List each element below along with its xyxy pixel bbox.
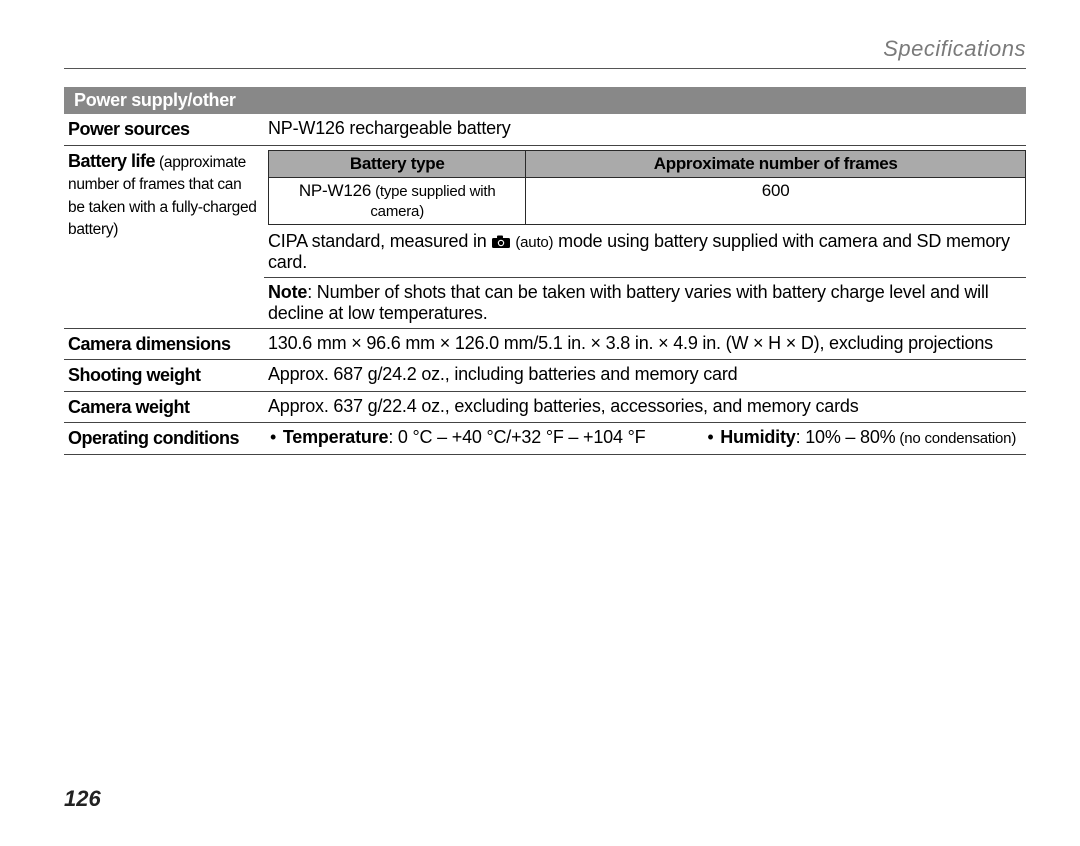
camera-icon bbox=[491, 233, 511, 247]
row-value: 130.6 mm × 96.6 mm × 126.0 mm/5.1 in. × … bbox=[264, 328, 1026, 360]
temperature-label: Temperature bbox=[283, 427, 389, 447]
row-label: Camera dimensions bbox=[64, 328, 264, 360]
table-row: Battery life (approximate number of fram… bbox=[64, 145, 1026, 227]
table-row: Shooting weight Approx. 687 g/24.2 oz., … bbox=[64, 360, 1026, 392]
cipa-pre: CIPA standard, measured in bbox=[268, 231, 491, 251]
inner-type-main: NP-W126 bbox=[299, 181, 371, 200]
cipa-line: CIPA standard, measured in (auto) mode u… bbox=[264, 227, 1026, 278]
bullet-dot-icon: • bbox=[705, 427, 715, 448]
page-number: 126 bbox=[64, 786, 101, 812]
temperature-item: • Temperature: 0 °C – +40 °C/+32 °F – +1… bbox=[268, 427, 645, 448]
inner-col-header-frames: Approximate number of frames bbox=[526, 150, 1026, 177]
operating-conditions-value: • Temperature: 0 °C – +40 °C/+32 °F – +1… bbox=[264, 423, 1026, 455]
humidity-label: Humidity bbox=[720, 427, 795, 447]
section-title-bar: Power supply/other bbox=[64, 87, 1026, 114]
table-row: Camera dimensions 130.6 mm × 96.6 mm × 1… bbox=[64, 328, 1026, 360]
row-value: Approx. 637 g/22.4 oz., excluding batter… bbox=[264, 391, 1026, 423]
humidity-value: : 10% – 80% bbox=[796, 427, 896, 447]
table-row: Camera weight Approx. 637 g/22.4 oz., ex… bbox=[64, 391, 1026, 423]
inner-cell-type: NP-W126 (type supplied with camera) bbox=[269, 177, 526, 224]
inner-type-sub: (type supplied with camera) bbox=[370, 183, 495, 220]
bullet-dot-icon: • bbox=[268, 427, 278, 448]
row-label: Operating conditions bbox=[64, 423, 264, 455]
battery-inner-table: Battery type Approximate number of frame… bbox=[268, 150, 1026, 225]
inner-col-header-type: Battery type bbox=[269, 150, 526, 177]
temperature-value: : 0 °C – +40 °C/+32 °F – +104 °F bbox=[388, 427, 645, 447]
note-text: : Number of shots that can be taken with… bbox=[268, 282, 989, 323]
note-label: Note bbox=[268, 282, 307, 302]
battery-life-inner-cell: Battery type Approximate number of frame… bbox=[264, 145, 1026, 227]
row-value: Approx. 687 g/24.2 oz., including batter… bbox=[264, 360, 1026, 392]
battery-note: Note: Number of shots that can be taken … bbox=[264, 277, 1026, 328]
header-rule bbox=[64, 68, 1026, 69]
spec-table: Power sources NP-W126 rechargeable batte… bbox=[64, 114, 1026, 455]
page-header-title: Specifications bbox=[64, 36, 1026, 62]
table-row: Operating conditions • Temperature: 0 °C… bbox=[64, 423, 1026, 455]
inner-cell-frames: 600 bbox=[526, 177, 1026, 224]
table-row: NP-W126 (type supplied with camera) 600 bbox=[269, 177, 1026, 224]
row-value: NP-W126 rechargeable battery bbox=[264, 114, 1026, 145]
table-row: Power sources NP-W126 rechargeable batte… bbox=[64, 114, 1026, 145]
row-label: Power sources bbox=[64, 114, 264, 145]
table-row: Battery type Approximate number of frame… bbox=[269, 150, 1026, 177]
row-label: Shooting weight bbox=[64, 360, 264, 392]
humidity-note: (no condensation) bbox=[895, 430, 1016, 447]
cipa-mode: (auto) bbox=[511, 234, 553, 251]
humidity-item: • Humidity: 10% – 80% (no condensation) bbox=[705, 427, 1016, 448]
row-label: Camera weight bbox=[64, 391, 264, 423]
page-root: Specifications Power supply/other Power … bbox=[0, 0, 1080, 846]
row-label-battery-life: Battery life (approximate number of fram… bbox=[64, 145, 264, 328]
battery-life-label-bold: Battery life bbox=[68, 151, 155, 171]
